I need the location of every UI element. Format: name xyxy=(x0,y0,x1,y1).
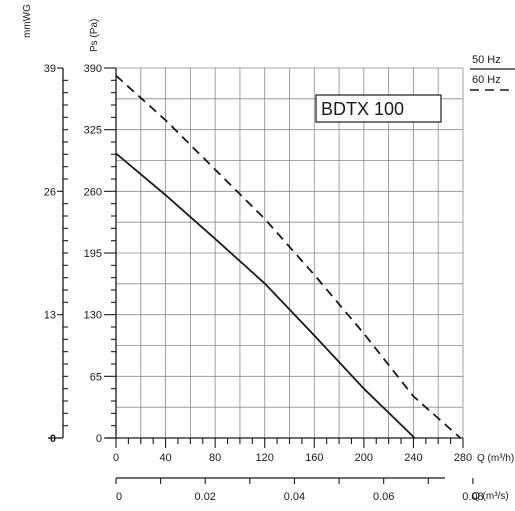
y2-tick-label: 39 xyxy=(44,63,56,75)
legend-label-50hz: 50 Hz xyxy=(472,54,501,66)
curve-60hz xyxy=(115,74,462,439)
x2-tick-label: 0.04 xyxy=(284,491,305,503)
y-tick-label: 65 xyxy=(90,371,102,383)
chart-title: BDTX 100 xyxy=(321,99,404,119)
legend: 50 Hz 60 Hz xyxy=(470,54,515,91)
y2-axis-title: mmWG xyxy=(22,4,33,38)
curves xyxy=(115,74,462,439)
grid xyxy=(116,67,464,438)
x2-tick-label: 0.02 xyxy=(195,491,216,503)
curve-50hz xyxy=(115,152,416,439)
y-tick-label: 260 xyxy=(84,186,102,198)
x-tick-label: 0 xyxy=(113,452,119,464)
legend-label-60hz: 60 Hz xyxy=(472,74,501,86)
y-tick-label: 0 xyxy=(96,433,102,445)
y2-tick-label: 0 xyxy=(50,433,56,445)
title-box xyxy=(315,94,442,123)
x-tick-label: 160 xyxy=(305,452,323,464)
y-axis-title: Ps (Pa) xyxy=(89,19,100,52)
x2-tick-label: 0 xyxy=(116,491,122,503)
y-tick-label: 390 xyxy=(84,63,102,75)
x2-axis-title: Q (m³/s) xyxy=(472,491,509,502)
y2-tick-label: 13 xyxy=(44,310,56,322)
x-tick-label: 80 xyxy=(209,452,221,464)
x-tick-label: 120 xyxy=(256,452,274,464)
x-tick-label: 240 xyxy=(404,452,422,464)
y-tick-label: 130 xyxy=(84,310,102,322)
x-tick-label: 280 xyxy=(454,452,472,464)
x-tick-label: 40 xyxy=(159,452,171,464)
y2-tick-label: 26 xyxy=(44,186,56,198)
axes xyxy=(48,67,474,484)
y-tick-label: 325 xyxy=(84,125,102,137)
x-axis-title: Q (m³/h) xyxy=(477,453,514,464)
y-tick-label: 195 xyxy=(84,248,102,260)
x2-tick-label: 0.06 xyxy=(373,491,394,503)
x-tick-label: 200 xyxy=(355,452,373,464)
x2-tick-label: 0.08 xyxy=(462,491,483,503)
